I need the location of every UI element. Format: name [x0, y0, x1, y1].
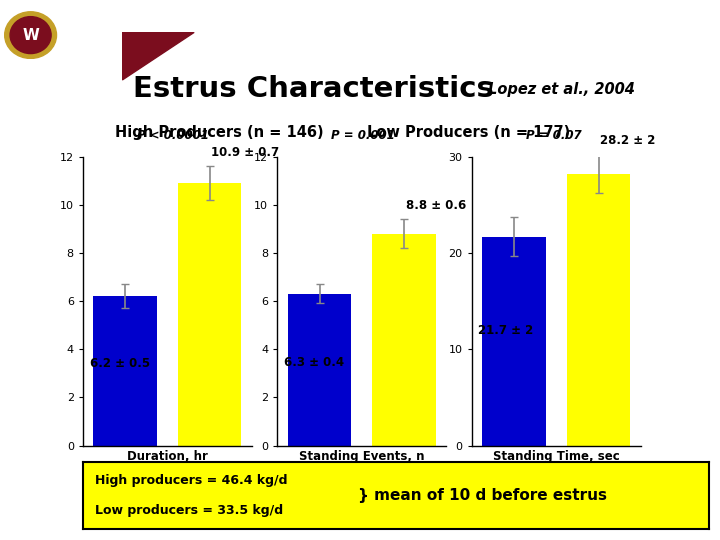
Polygon shape: [122, 32, 194, 80]
Bar: [482, 237, 546, 446]
X-axis label: Duration, hr: Duration, hr: [127, 450, 208, 463]
Text: Lopez et al., 2004: Lopez et al., 2004: [488, 82, 635, 97]
Bar: [372, 234, 436, 446]
Bar: [288, 294, 351, 446]
Text: High Producers (n = 146): High Producers (n = 146): [115, 125, 324, 140]
Text: P = 0.001: P = 0.001: [331, 129, 395, 142]
Text: Estrus Characteristics: Estrus Characteristics: [132, 75, 494, 103]
Text: High producers = 46.4 kg/d: High producers = 46.4 kg/d: [95, 474, 288, 487]
Text: 10.9 ± 0.7: 10.9 ± 0.7: [212, 146, 279, 159]
X-axis label: Standing Events, n: Standing Events, n: [299, 450, 425, 463]
Text: 21.7 ± 2: 21.7 ± 2: [478, 324, 534, 337]
Bar: [178, 183, 241, 445]
Text: } mean of 10 d before estrus: } mean of 10 d before estrus: [359, 488, 608, 503]
Text: W: W: [22, 28, 39, 43]
Text: Low producers = 33.5 kg/d: Low producers = 33.5 kg/d: [95, 504, 284, 517]
Text: P < 0.0001: P < 0.0001: [137, 129, 209, 142]
Text: 6.2 ± 0.5: 6.2 ± 0.5: [89, 357, 150, 370]
Circle shape: [5, 12, 56, 58]
X-axis label: Standing Time, sec: Standing Time, sec: [492, 450, 620, 463]
Text: 6.3 ± 0.4: 6.3 ± 0.4: [284, 355, 344, 369]
Circle shape: [10, 17, 51, 53]
Text: P = 0.07: P = 0.07: [526, 129, 581, 142]
Bar: [94, 296, 157, 446]
Bar: [567, 174, 630, 445]
Text: Low Producers (n = 177): Low Producers (n = 177): [367, 125, 570, 140]
Text: 8.8 ± 0.6: 8.8 ± 0.6: [406, 199, 466, 212]
Text: 28.2 ± 2: 28.2 ± 2: [600, 134, 656, 147]
